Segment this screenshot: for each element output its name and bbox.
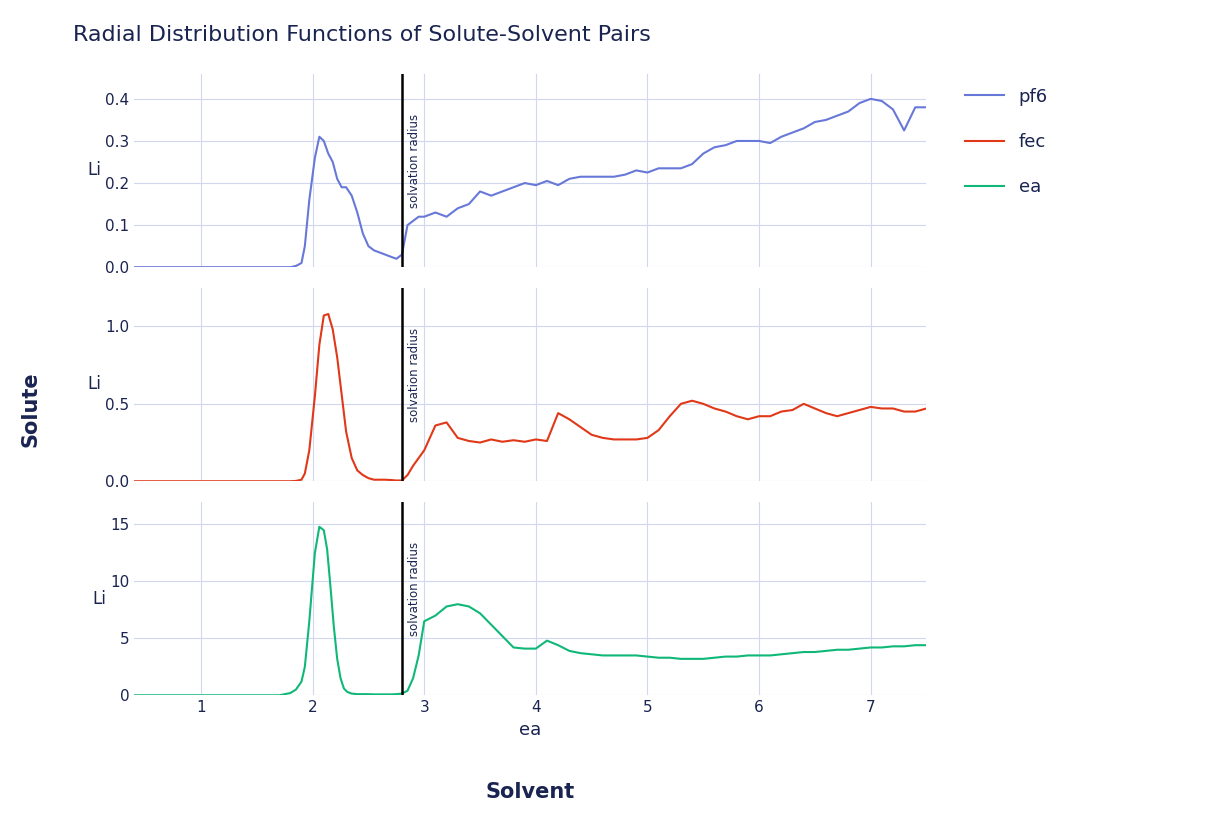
Y-axis label: Li: Li	[87, 161, 101, 179]
X-axis label: ea: ea	[519, 721, 541, 739]
Y-axis label: Li: Li	[87, 375, 101, 393]
Legend: pf6, fec, ea: pf6, fec, ea	[959, 83, 1053, 202]
Text: solvation radius: solvation radius	[407, 114, 421, 208]
Y-axis label: Li: Li	[91, 590, 106, 608]
Text: Solute: Solute	[21, 371, 40, 447]
Text: solvation radius: solvation radius	[407, 542, 421, 636]
Text: Solvent: Solvent	[485, 782, 575, 802]
Text: solvation radius: solvation radius	[407, 328, 421, 422]
Text: Radial Distribution Functions of Solute-Solvent Pairs: Radial Distribution Functions of Solute-…	[73, 25, 651, 44]
